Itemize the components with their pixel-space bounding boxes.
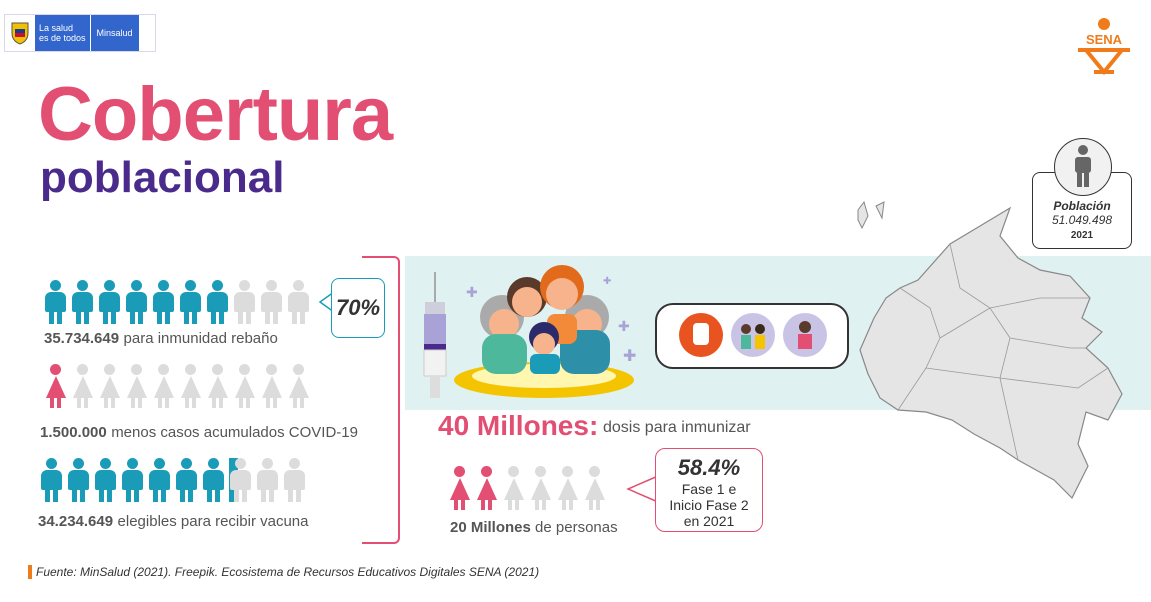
population-label: Población xyxy=(1053,199,1111,213)
phase-percent: 58.4% xyxy=(677,455,741,480)
stat-2-number: 1.500.000 xyxy=(40,424,107,441)
woman-icon xyxy=(583,466,606,510)
person-icon xyxy=(233,280,256,324)
plus-icon: ✚ xyxy=(618,318,630,334)
woman-icon xyxy=(260,364,283,408)
sena-logo-text: SENA xyxy=(1086,32,1123,47)
person-icon xyxy=(152,280,175,324)
callout-arrow xyxy=(318,290,335,313)
woman-icon xyxy=(44,364,67,408)
ministry-label: Minsalud xyxy=(89,15,139,51)
person-icon xyxy=(1054,138,1112,196)
callout-arrow xyxy=(626,474,659,509)
population-year: 2021 xyxy=(1070,230,1094,241)
woman-icon xyxy=(448,466,471,510)
plus-icon: ✚ xyxy=(466,284,478,300)
population-value: 51.049.498 xyxy=(1051,213,1113,227)
woman-icon xyxy=(206,364,229,408)
phase-line2: Inicio Fase 2 xyxy=(669,497,749,513)
people-row-1 xyxy=(44,280,310,324)
woman-icon xyxy=(179,364,202,408)
woman-icon xyxy=(502,466,525,510)
person-icon xyxy=(260,280,283,324)
page-subtitle: poblacional xyxy=(40,153,285,202)
doses-number: 40 Millones: xyxy=(438,410,599,441)
stat-1-label: para inmunidad rebaño xyxy=(123,330,278,347)
population-box: Población 51.049.498 2021 xyxy=(1032,172,1132,249)
people-row-3 xyxy=(40,458,306,502)
stat-2-label: menos casos acumulados COVID-19 xyxy=(111,424,358,441)
people-row-2 xyxy=(44,364,310,408)
people-row-4 xyxy=(448,466,606,510)
colombia-shield-icon xyxy=(5,15,35,51)
phase-line1: Fase 1 e xyxy=(681,481,737,497)
stat-2: 1.500.000 menos casos acumulados COVID-1… xyxy=(40,424,358,442)
gov-badge: La salud es de todos Minsalud xyxy=(4,14,156,52)
woman-icon xyxy=(556,466,579,510)
colombia-map-icon xyxy=(840,198,1151,543)
person-icon xyxy=(256,458,279,502)
woman-icon xyxy=(233,364,256,408)
person-icon xyxy=(67,458,90,502)
woman-icon xyxy=(71,364,94,408)
plus-icon: ✚ xyxy=(623,348,637,365)
person-icon xyxy=(175,458,198,502)
syringe-icon xyxy=(420,272,450,407)
person-icon xyxy=(71,280,94,324)
people-20m-label: de personas xyxy=(535,519,618,536)
percent-callout: 70% xyxy=(331,278,385,338)
person-icon xyxy=(148,458,171,502)
woman-icon xyxy=(475,466,498,510)
people-20m: 20 Millones de personas xyxy=(450,519,618,536)
person-icon xyxy=(202,458,225,502)
plus-icon: ✚ xyxy=(603,276,612,287)
gov-slogan: La salud es de todos xyxy=(35,15,90,51)
people-20m-number: 20 Millones xyxy=(450,519,531,536)
person-icon xyxy=(121,458,144,502)
person-icon xyxy=(287,280,310,324)
person-icon xyxy=(125,280,148,324)
woman-icon xyxy=(98,364,121,408)
person-icon xyxy=(229,458,252,502)
woman-icon xyxy=(152,364,175,408)
stat-3-number: 34.234.649 xyxy=(38,513,114,530)
page-title: Cobertura xyxy=(38,72,393,157)
stat-1-number: 35.734.649 xyxy=(44,330,120,347)
bracket-divider xyxy=(362,256,400,544)
person-icon xyxy=(206,280,229,324)
person-icon xyxy=(94,458,117,502)
phase-callout: 58.4% Fase 1 e Inicio Fase 2 en 2021 xyxy=(655,448,763,532)
doses-label: dosis para inmunizar xyxy=(603,419,751,436)
person-icon xyxy=(40,458,63,502)
woman-icon xyxy=(529,466,552,510)
source-note: Fuente: MinSalud (2021). Freepik. Ecosis… xyxy=(28,565,539,579)
family-icon xyxy=(452,262,637,407)
stat-1: 35.734.649 para inmunidad rebaño xyxy=(44,330,278,348)
woman-icon xyxy=(125,364,148,408)
phase-line3: en 2021 xyxy=(683,513,735,529)
woman-icon xyxy=(287,364,310,408)
stat-3: 34.234.649 elegibles para recibir vacuna xyxy=(38,513,308,531)
person-icon xyxy=(98,280,121,324)
person-icon xyxy=(44,280,67,324)
stat-3-label: elegibles para recibir vacuna xyxy=(117,513,309,530)
prevention-icons-box xyxy=(655,303,849,369)
people-icon xyxy=(731,313,775,357)
sena-logo-icon: SENA xyxy=(1072,16,1136,81)
person-icon xyxy=(179,280,202,324)
person-icon xyxy=(283,458,306,502)
